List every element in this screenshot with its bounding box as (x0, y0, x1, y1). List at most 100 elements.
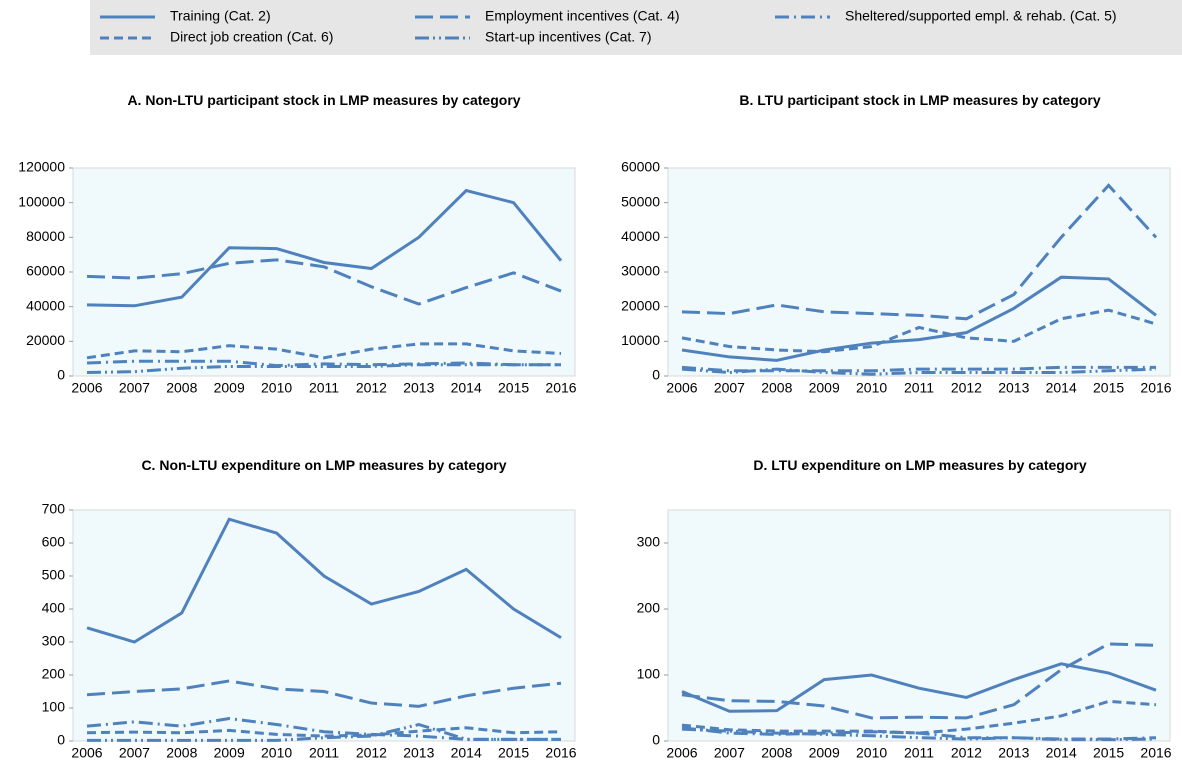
x-tick-label: 2014 (451, 745, 482, 761)
x-tick-label: 2011 (309, 380, 339, 396)
panel: 0 20000 40000 60000 80000 100000 120000 2006 200… (18, 159, 576, 396)
legend-label: Sheltered/supported empl. & rehab. (Cat.… (845, 8, 1117, 24)
y-tick-label: 700 (42, 501, 66, 517)
x-tick-label: 2008 (761, 380, 792, 396)
y-tick-label: 60000 (26, 263, 65, 279)
x-tick-label: 2007 (714, 745, 745, 761)
x-tick-label: 2014 (451, 380, 482, 396)
y-tick-label: 300 (637, 534, 661, 550)
x-tick-label: 2007 (119, 380, 150, 396)
x-tick-label: 2008 (166, 745, 197, 761)
y-tick-label: 600 (42, 534, 66, 550)
y-tick-label: 0 (57, 732, 65, 748)
series-line (86, 342, 562, 360)
y-tick-label: 500 (42, 567, 66, 583)
series-line (86, 363, 561, 375)
x-tick-label: 2009 (809, 380, 840, 396)
series-line (681, 727, 1157, 742)
y-tick-label: 80000 (26, 228, 65, 244)
x-tick-label: 2016 (1140, 380, 1171, 396)
panel: 0 100 200 300 400 500 600 700 2006 2007 2008 2009 20… (42, 501, 577, 761)
y-tick-label: 40000 (26, 297, 65, 313)
x-tick-label: 2006 (666, 380, 697, 396)
x-tick-label: 2015 (498, 745, 529, 761)
y-tick-label: 0 (652, 367, 660, 383)
x-tick-label: 2012 (951, 380, 982, 396)
x-tick-label: 2010 (261, 745, 292, 761)
y-tick-label: 0 (652, 732, 660, 748)
y-tick-label: 200 (637, 600, 661, 616)
legend-label: Direct job creation (Cat. 6) (170, 29, 333, 45)
y-tick-label: 60000 (621, 159, 660, 175)
panel-title: C. Non-LTU expenditure on LMP measures b… (141, 457, 507, 473)
x-tick-label: 2011 (904, 380, 934, 396)
legend-box (90, 0, 1182, 55)
series-line (681, 183, 1158, 321)
x-tick-label: 2008 (166, 380, 197, 396)
series-line (86, 258, 562, 306)
y-tick-label: 10000 (621, 332, 660, 348)
x-tick-label: 2015 (498, 380, 529, 396)
x-tick-label: 2011 (904, 745, 934, 761)
x-tick-label: 2010 (261, 380, 292, 396)
y-tick-label: 0 (57, 367, 65, 383)
series-line (86, 188, 563, 308)
series-line (86, 517, 562, 644)
panel-title: B. LTU participant stock in LMP measures… (739, 92, 1101, 108)
x-tick-label: 2013 (403, 380, 434, 396)
series-line (86, 679, 562, 708)
panel-title: A. Non-LTU participant stock in LMP meas… (127, 92, 521, 108)
x-tick-label: 2012 (356, 745, 387, 761)
x-tick-label: 2006 (71, 745, 102, 761)
x-tick-label: 2010 (856, 380, 887, 396)
y-tick-label: 20000 (621, 297, 660, 313)
y-tick-label: 200 (42, 666, 66, 682)
series-line (681, 367, 1157, 376)
plot-area (72, 167, 576, 377)
y-tick-label: 30000 (621, 263, 660, 279)
x-tick-label: 2006 (71, 380, 102, 396)
series-line (681, 308, 1157, 354)
series-line (681, 275, 1157, 362)
y-tick-label: 40000 (621, 228, 660, 244)
y-tick-label: 20000 (26, 332, 65, 348)
x-tick-label: 2009 (809, 745, 840, 761)
series-line (681, 699, 1157, 735)
x-tick-label: 2010 (856, 745, 887, 761)
y-tick-label: 100000 (18, 193, 65, 209)
x-tick-label: 2014 (1046, 745, 1077, 761)
x-tick-label: 2016 (545, 745, 576, 761)
series-line (681, 642, 1157, 720)
x-tick-label: 2008 (761, 745, 792, 761)
panel-title: D. LTU expenditure on LMP measures by ca… (753, 457, 1087, 473)
legend-label: Start-up incentives (Cat. 7) (485, 29, 652, 45)
x-tick-label: 2013 (403, 745, 434, 761)
x-tick-label: 2014 (1046, 380, 1077, 396)
y-tick-label: 50000 (621, 193, 660, 209)
y-tick-label: 100 (637, 666, 661, 682)
series-line (86, 726, 562, 738)
x-tick-label: 2012 (356, 380, 387, 396)
series-line (681, 662, 1157, 713)
y-tick-label: 300 (42, 633, 66, 649)
x-tick-label: 2013 (998, 745, 1029, 761)
plot-area (667, 167, 1171, 377)
y-tick-label: 120000 (18, 159, 65, 175)
x-tick-label: 2011 (309, 745, 339, 761)
panel: 0 100 200 300 2006 2007 2008 2009 2010 2011 2012 20… (637, 509, 1172, 761)
y-tick-label: 100 (42, 699, 66, 715)
x-tick-label: 2006 (666, 745, 697, 761)
x-tick-label: 2012 (951, 745, 982, 761)
x-tick-label: 2016 (1140, 745, 1171, 761)
y-tick-label: 400 (42, 600, 66, 616)
x-tick-label: 2009 (214, 745, 245, 761)
x-tick-label: 2013 (998, 380, 1029, 396)
x-tick-label: 2015 (1093, 745, 1124, 761)
series-line (87, 722, 561, 742)
x-tick-label: 2007 (714, 380, 745, 396)
x-tick-label: 2016 (545, 380, 576, 396)
x-tick-label: 2015 (1093, 380, 1124, 396)
plot-area (667, 509, 1171, 742)
